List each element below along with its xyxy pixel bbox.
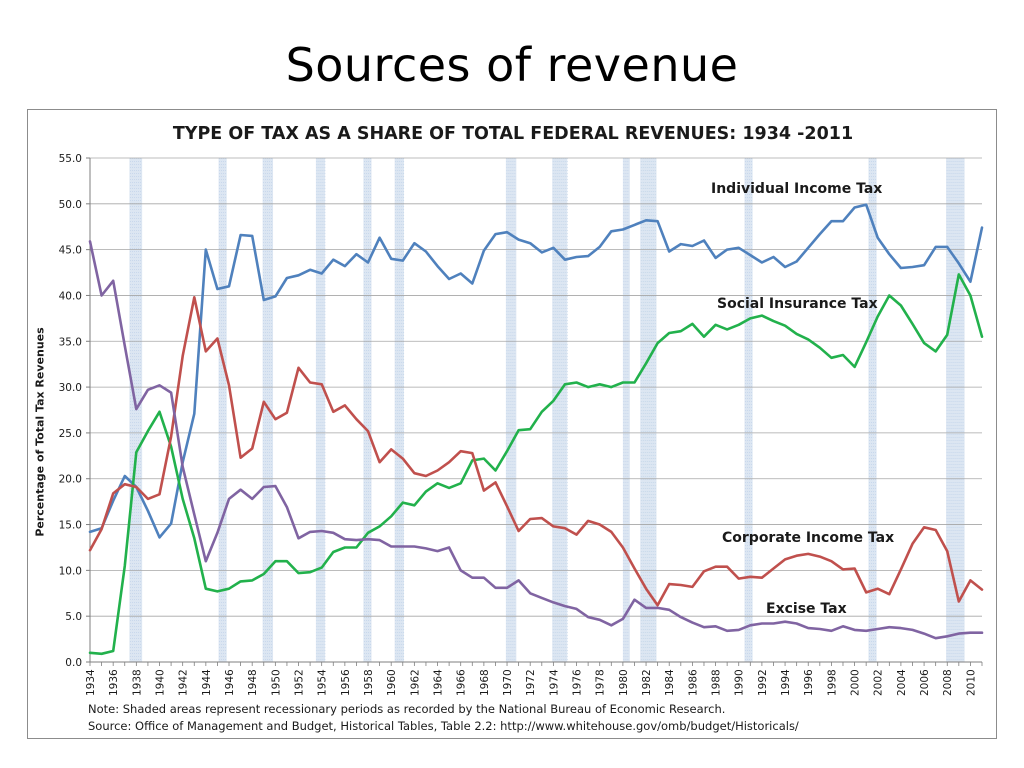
x-tick-label: 1980 <box>618 669 630 696</box>
series-label-individual-income-tax: Individual Income Tax <box>711 181 883 197</box>
chart-note: Note: Shaded areas represent recessionar… <box>88 702 726 716</box>
x-tick-label: 2004 <box>896 669 908 696</box>
y-tick-label: 10.0 <box>59 565 82 577</box>
x-tick-label: 1954 <box>317 669 329 696</box>
series-line-excise-tax <box>88 240 984 640</box>
slide-title: Sources of revenue <box>285 38 739 92</box>
x-tick-label: 1946 <box>224 669 236 696</box>
series-label-social-insurance-tax: Social Insurance Tax <box>717 296 878 312</box>
x-tick-label: 1978 <box>595 669 607 696</box>
y-axis-label: Percentage of Total Tax Revenues <box>33 327 47 537</box>
recession-band <box>640 158 657 662</box>
series-label-excise-tax: Excise Tax <box>766 601 847 617</box>
y-tick-label: 15.0 <box>59 520 82 532</box>
revenue-line-chart: 0.0 5.0 10.0 15.0 20.0 25.0 30.0 35.0 40.0 45.0 50… <box>59 153 984 696</box>
recession-band <box>622 158 630 662</box>
y-tick-label: 40.0 <box>59 290 82 302</box>
x-tick-label: 1950 <box>270 669 282 696</box>
x-tick-label: 2000 <box>850 669 862 696</box>
x-tick-label: 2006 <box>919 669 931 696</box>
y-tick-label: 5.0 <box>65 611 82 623</box>
x-tick-label: 1966 <box>456 669 468 696</box>
x-tick-label: 1944 <box>201 669 213 696</box>
series-line-social-insurance-tax <box>88 273 984 656</box>
x-tick-label: 1934 <box>85 669 97 696</box>
x-tick-label: 2008 <box>942 669 954 696</box>
recession-band <box>363 158 372 662</box>
x-tick-label: 1938 <box>131 669 143 696</box>
x-tick-label: 1976 <box>572 669 584 696</box>
x-tick-label: 1964 <box>433 669 445 696</box>
recession-band <box>868 158 877 662</box>
y-tick-label: 25.0 <box>59 428 82 440</box>
series-line-individual-income-tax <box>88 203 984 539</box>
x-tick-label: 1994 <box>780 669 792 696</box>
x-tick-label: 1974 <box>548 669 560 696</box>
y-tick-label: 55.0 <box>59 153 82 165</box>
x-tick-label: 1962 <box>409 669 421 696</box>
x-tick-label: 1996 <box>803 669 815 696</box>
chart-title: TYPE OF TAX AS A SHARE OF TOTAL FEDERAL … <box>172 124 854 144</box>
x-tick-label: 1936 <box>108 669 120 696</box>
x-tick-label: 1982 <box>641 669 653 696</box>
x-tick-label: 1956 <box>340 669 352 696</box>
x-tick-label: 1952 <box>294 669 306 696</box>
x-tick-label: 1970 <box>502 669 514 696</box>
y-tick-label: 20.0 <box>59 474 82 486</box>
y-tick-label: 45.0 <box>59 245 82 257</box>
x-tick-label: 1942 <box>178 669 190 696</box>
x-tick-label: 2002 <box>873 669 885 696</box>
x-tick-label: 2010 <box>965 669 977 696</box>
y-tick-label: 50.0 <box>59 199 82 211</box>
y-tick-label: 0.0 <box>65 657 82 669</box>
x-tick-label: 1940 <box>155 669 167 696</box>
recession-band <box>218 158 227 662</box>
x-tick-label: 1992 <box>757 669 769 696</box>
x-tick-label: 1986 <box>687 669 699 696</box>
x-tick-label: 1988 <box>711 669 723 696</box>
x-tick-label: 1968 <box>479 669 491 696</box>
x-tick-label: 1984 <box>664 669 676 696</box>
x-tick-label: 1972 <box>525 669 537 696</box>
chart-frame: 0.0 5.0 10.0 15.0 20.0 25.0 30.0 35.0 40.0 45.0 50… <box>27 109 997 739</box>
x-tick-label: 1960 <box>386 669 398 696</box>
series-label-corporate-income-tax: Corporate Income Tax <box>722 530 895 546</box>
y-tick-label: 35.0 <box>59 336 82 348</box>
x-tick-label: 1990 <box>734 669 746 696</box>
recession-band <box>744 158 753 662</box>
y-tick-label: 30.0 <box>59 382 82 394</box>
x-tick-label: 1948 <box>247 669 259 696</box>
x-tick-label: 1958 <box>363 669 375 696</box>
series-line-corporate-income-tax <box>88 296 984 607</box>
x-tick-label: 1998 <box>826 669 838 696</box>
chart-source: Source: Office of Management and Budget,… <box>88 719 799 733</box>
